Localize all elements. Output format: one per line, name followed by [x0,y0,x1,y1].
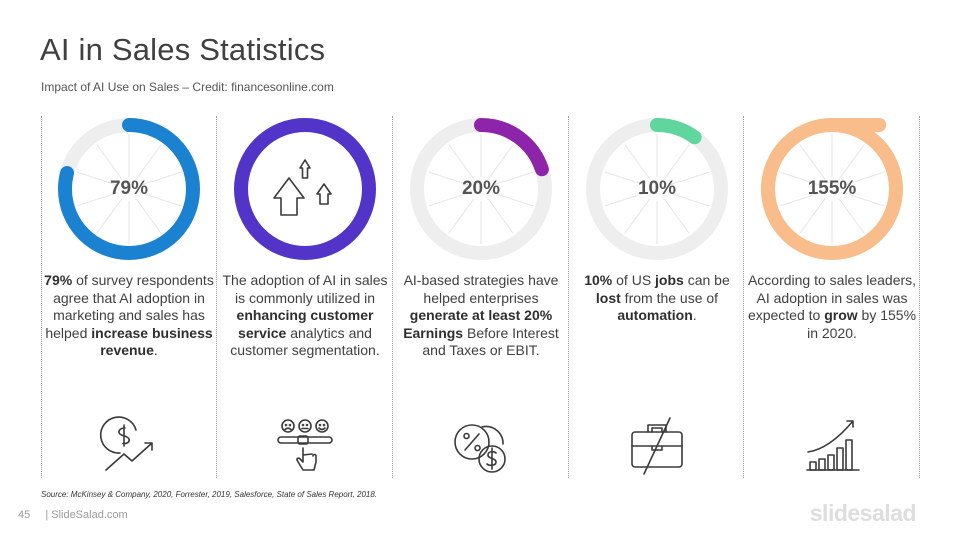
description-text: The adoption of AI in sales is commonly … [222,272,388,306]
ring-spoke [843,192,885,207]
description-text: by 155% in 2020. [807,307,917,341]
ring-spoke [487,144,514,180]
page-number: 45 [18,509,31,521]
stat-description: According to sales leaders, AI adoption … [746,272,918,342]
description-text: . [692,307,697,324]
highlight-text: enhancing customer service [236,307,374,341]
highlight-text: 79% [44,272,73,288]
ring-spoke [428,192,470,207]
ring-spoke [799,198,826,234]
ring-spoke [448,198,475,234]
column-divider [568,116,569,478]
ring-spoke [604,171,646,186]
ring-spoke [799,144,826,180]
bar-growth-icon [806,420,860,471]
highlight-text: grow [824,307,858,324]
ring-spoke [428,171,470,186]
highlight-text: increase business revenue [91,324,213,359]
progress-ring [410,118,552,260]
description-text: of US [612,272,656,288]
description-text: can be [683,272,730,288]
description-text: of survey respondents agree that AI adop… [45,272,214,341]
footer: 45 | SlideSalad.com [18,509,128,521]
highlight-text: lost [595,289,621,306]
progress-ring [586,118,728,260]
ring-spoke [668,171,710,186]
ring-spoke [492,192,534,207]
ring-progress [234,118,376,260]
progress-ring [58,118,200,260]
dollar-growth-icon [99,416,153,471]
ring-spoke [76,192,118,207]
description-text: analytics and customer segmentation. [230,324,380,359]
description-text: Before Interest and Taxes or EBIT. [422,324,559,359]
ring-spoke [838,144,865,180]
ring-spoke [448,144,475,180]
page-subtitle: Impact of AI Use on Sales – Credit: fina… [41,80,334,94]
ring-spoke [487,198,514,234]
ring-spoke [135,144,162,180]
source-note: Source: McKinsey & Company, 2020, Forres… [41,490,378,499]
column-divider [392,116,393,478]
ring-value: 79% [109,178,149,199]
ring-value: 20% [461,178,501,199]
ring-progress [586,118,728,260]
column-divider [743,116,744,478]
description-text: AI-based strategies have helped enterpri… [403,272,559,306]
ring-spoke [604,192,646,207]
description-text: According to sales leaders, AI adoption … [747,272,917,324]
ring-spoke [96,198,123,234]
ring-progress [58,118,200,260]
ring-spoke [624,144,651,180]
progress-ring [761,118,903,260]
highlight-text: jobs [655,272,684,288]
satisfaction-rating-icon [277,419,333,471]
page-title: AI in Sales Statistics [40,32,326,67]
ring-progress [410,118,552,260]
ring-value: 155% [807,178,857,199]
ring-spoke [843,171,885,186]
ring-spoke [779,171,821,186]
stat-description: The adoption of AI in sales is commonly … [219,272,391,360]
stat-description: AI-based strategies have helped enterpri… [395,272,567,360]
description-text: from the use of [620,289,719,306]
ring-spoke [135,198,162,234]
ring-spoke [668,192,710,207]
brand-logo: slidesalad [809,500,917,526]
footer-site[interactable]: | SlideSalad.com [45,509,128,521]
ring-value: 10% [637,178,677,199]
ring-spoke [492,171,534,186]
ring-spoke [779,192,821,207]
ring-spoke [96,144,123,180]
briefcase-crossed-icon [631,417,683,475]
column-divider [41,116,42,478]
ring-spoke [663,144,690,180]
ring-spoke [624,198,651,234]
ring-spoke [76,171,118,186]
description-text: . [153,342,158,359]
highlight-text: generate at least 20% Earnings [403,307,553,341]
ring-spoke [140,171,182,186]
stat-description: 10% of US jobs can be lost from the use … [571,272,743,325]
column-divider [919,116,920,478]
ring-spoke [663,198,690,234]
column-divider [216,116,217,478]
percent-dollar-coins-icon [454,424,506,473]
highlight-text: automation [617,307,693,324]
ring-spoke [140,192,182,207]
arrows-up-icon [273,159,332,216]
stat-description: 79% of survey respondents agree that AI … [43,272,215,360]
highlight-text: 10% [584,272,613,288]
ring-spoke [838,198,865,234]
progress-ring [234,118,376,260]
